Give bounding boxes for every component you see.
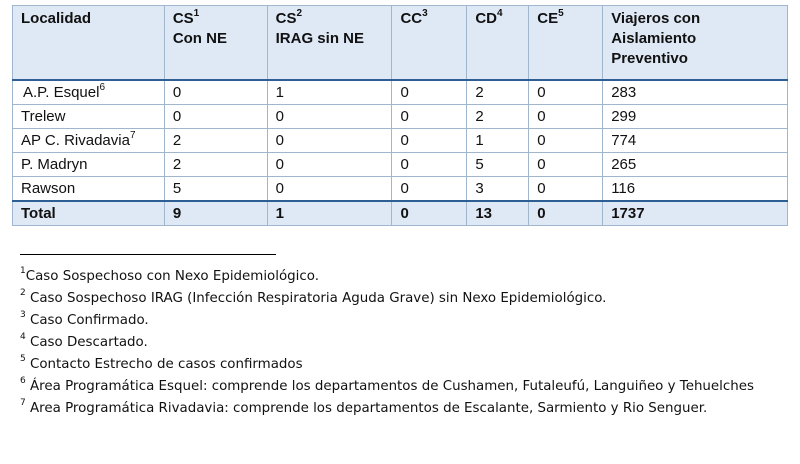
header-viajeros: Viajeros con Aislamiento Preventivo: [602, 5, 788, 81]
cell-value: 0: [391, 128, 468, 153]
footnote-6: 6 Área Programática Esquel: comprende lo…: [20, 375, 754, 394]
cell-value: 0: [266, 176, 393, 202]
cell-value: 116: [602, 176, 788, 202]
cell-value: 0: [528, 152, 604, 177]
table-row: Rawson 5 0 0 3 0 116: [12, 176, 788, 202]
cell-value: 2: [466, 79, 530, 105]
cell-value: 0: [528, 176, 604, 202]
cell-value: 2: [163, 128, 268, 153]
cell-value: 0: [528, 128, 604, 153]
cell-value: 0: [266, 152, 393, 177]
footnote-separator: [20, 254, 276, 255]
table-row: A.P. Esquel6 0 1 0 2 0 283: [12, 79, 788, 105]
cell-value: 0: [266, 128, 393, 153]
cell-value: 0: [528, 79, 604, 105]
table-total-row: Total 9 1 0 13 0 1737: [12, 200, 788, 226]
cell-localidad: A.P. Esquel6: [12, 79, 165, 105]
header-cs-con-ne: CS1 Con NE: [163, 5, 268, 81]
header-cc: CC3: [391, 5, 468, 81]
footnote-5: 5 Contacto Estrecho de casos confirmados: [20, 353, 303, 372]
cell-value: 5: [466, 152, 530, 177]
cell-localidad: Trelew: [12, 104, 165, 129]
footnote-1: 1Caso Sospechoso con Nexo Epidemiológico…: [20, 265, 319, 284]
header-localidad: Localidad: [12, 5, 165, 81]
cell-total-value: 1737: [602, 200, 788, 226]
cell-value: 0: [163, 104, 268, 129]
cell-value: 2: [163, 152, 268, 177]
cell-localidad: P. Madryn: [12, 152, 165, 177]
cell-value: 299: [602, 104, 788, 129]
table-row: AP C. Rivadavia7 2 0 0 1 0 774: [12, 128, 788, 153]
cell-value: 0: [266, 104, 393, 129]
header-ce: CE5: [528, 5, 604, 81]
cell-value: 283: [602, 79, 788, 105]
cell-value: 5: [163, 176, 268, 202]
header-cd: CD4: [466, 5, 530, 81]
table-row: Trelew 0 0 0 2 0 299: [12, 104, 788, 129]
cell-value: 0: [391, 152, 468, 177]
cases-table: Localidad CS1 Con NE CS2 IRAG sin NE CC3 C…: [12, 5, 788, 226]
table-row: P. Madryn 2 0 0 5 0 265: [12, 152, 788, 177]
cell-value: 1: [466, 128, 530, 153]
cell-localidad: AP C. Rivadavia7: [12, 128, 165, 153]
footnote-3: 3 Caso Confirmado.: [20, 309, 149, 328]
footnote-2: 2 Caso Sospechoso IRAG (Infección Respir…: [20, 287, 607, 306]
footnote-7: 7 Area Programática Rivadavia: comprende…: [20, 397, 708, 416]
cell-total-value: 9: [163, 200, 268, 226]
cell-value: 0: [391, 176, 468, 202]
footnote-4: 4 Caso Descartado.: [20, 331, 148, 350]
cell-value: 0: [163, 79, 268, 105]
cell-value: 2: [466, 104, 530, 129]
cell-value: 774: [602, 128, 788, 153]
cell-total-label: Total: [12, 200, 165, 226]
table-header-row: Localidad CS1 Con NE CS2 IRAG sin NE CC3 C…: [12, 5, 788, 81]
footnotes: 1Caso Sospechoso con Nexo Epidemiológico…: [20, 266, 790, 420]
cell-value: 0: [391, 104, 468, 129]
cell-total-value: 13: [466, 200, 530, 226]
cell-value: 1: [266, 79, 393, 105]
cell-value: 3: [466, 176, 530, 202]
cell-total-value: 1: [266, 200, 393, 226]
cell-value: 265: [602, 152, 788, 177]
cell-localidad: Rawson: [12, 176, 165, 202]
cell-total-value: 0: [528, 200, 604, 226]
header-cs-irag: CS2 IRAG sin NE: [266, 5, 393, 81]
cell-value: 0: [528, 104, 604, 129]
cell-total-value: 0: [391, 200, 468, 226]
cell-value: 0: [391, 79, 468, 105]
